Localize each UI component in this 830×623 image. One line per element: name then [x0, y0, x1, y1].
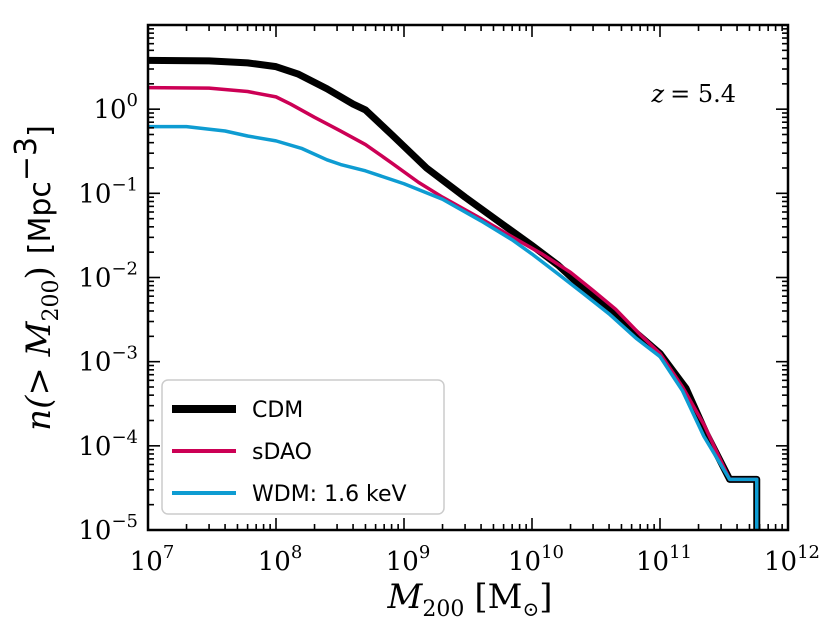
- svg-text:n(> M200)[Mpc−3]: n(> M200) [Mpc−3]: [9, 125, 64, 431]
- x-label-close: ]: [539, 577, 552, 617]
- y-label-close: ): [19, 266, 59, 279]
- x-label-unit-sub: ⊙: [522, 597, 539, 621]
- x-tick-label: 108: [258, 542, 303, 577]
- y-label-func: n(> M: [19, 320, 59, 430]
- series-line-wdm-1-6-kev: [148, 124, 759, 530]
- redshift-var: z: [650, 80, 664, 108]
- y-label-unit-close: ]: [23, 125, 58, 137]
- tick-labels-layer: 107 108 109 1010 1011 1012 10−5 10−4 10−3 10−2 10−…: [78, 90, 820, 577]
- ticks-layer: [147, 24, 789, 531]
- x-label-sub: 200: [422, 597, 464, 622]
- x-tick-label: 109: [386, 542, 431, 577]
- series-line-sdao: [148, 85, 759, 530]
- y-tick-label: 10−3: [78, 343, 138, 378]
- x-label-var: M: [387, 577, 424, 617]
- x-label-unit: [M: [474, 577, 522, 617]
- y-tick-label: 10−2: [78, 259, 138, 294]
- y-axis-label: n(> M200) [Mpc−3]: [9, 125, 64, 431]
- legend-label-sdao: sDAO: [252, 440, 312, 465]
- y-label-sup: −3: [9, 137, 44, 181]
- y-label-unit: [Mpc: [23, 181, 58, 254]
- y-tick-label: 10−4: [78, 427, 138, 462]
- redshift-value: = 5.4: [670, 80, 736, 108]
- x-tick-label: 1010: [508, 542, 564, 577]
- legend-label-cdm: CDM: [252, 398, 303, 423]
- x-tick-label: 1012: [764, 542, 820, 577]
- legend-label-wdm: WDM: 1.6 keV: [252, 482, 407, 507]
- y-tick-label: 10−1: [78, 174, 138, 209]
- redshift-annotation: z = 5.4: [650, 80, 736, 108]
- legend-box: [161, 379, 445, 515]
- y-tick-label: 100: [93, 90, 138, 125]
- y-tick-label: 10−5: [78, 511, 138, 546]
- x-tick-label: 107: [130, 542, 175, 577]
- x-tick-label: 1011: [636, 542, 692, 577]
- series-layer: [148, 56, 761, 530]
- x-axis-label: M200 [M⊙]: [387, 577, 553, 622]
- legend: CDM sDAO WDM: 1.6 keV: [161, 379, 445, 515]
- y-label-sub: 200: [39, 280, 64, 322]
